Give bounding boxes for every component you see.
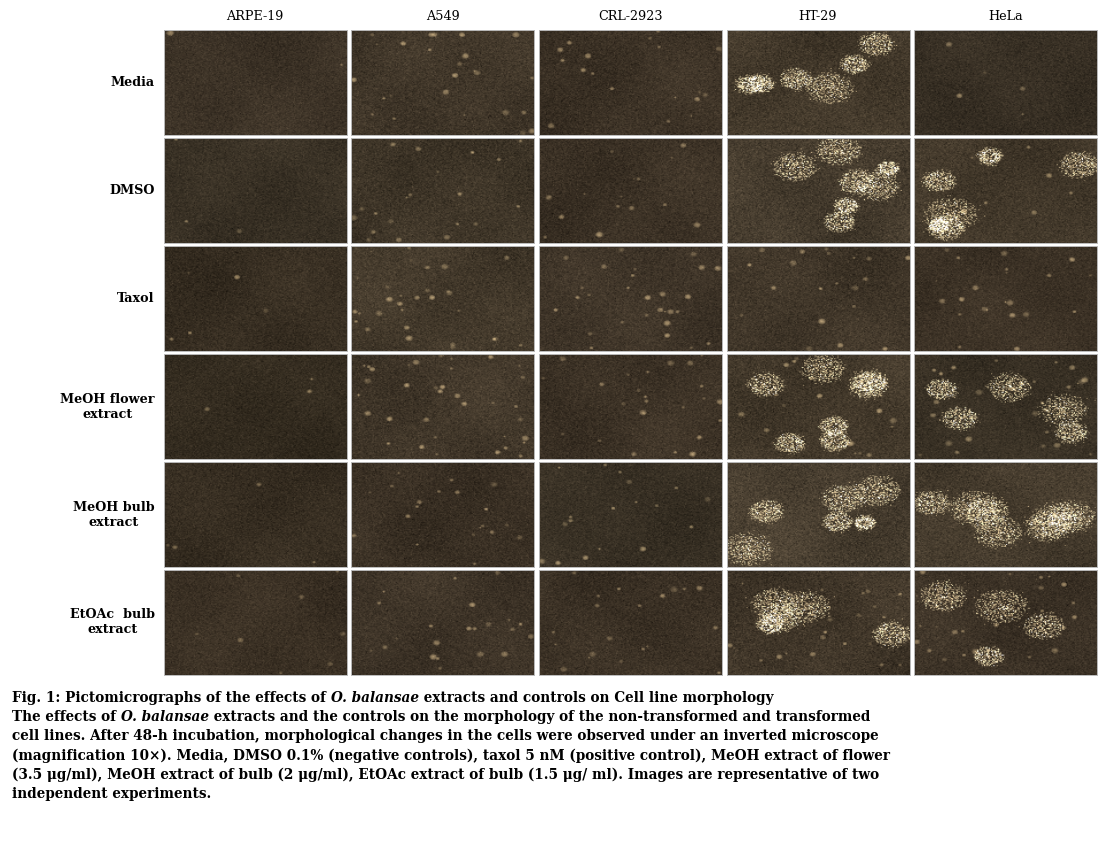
Text: MeOH flower
extract: MeOH flower extract [61, 392, 155, 421]
Text: HT-29: HT-29 [799, 10, 837, 23]
Text: (3.5 μg/ml), MeOH extract of bulb (2 μg/ml), EtOAc extract of bulb (1.5 μg/ ml).: (3.5 μg/ml), MeOH extract of bulb (2 μg/… [12, 768, 879, 783]
Text: The effects of: The effects of [12, 710, 121, 724]
Text: DMSO: DMSO [109, 184, 155, 197]
Text: extracts and controls on Cell line morphology: extracts and controls on Cell line morph… [419, 691, 773, 704]
Text: Fig. 1: Pictomicrographs of the effects of: Fig. 1: Pictomicrographs of the effects … [12, 691, 331, 704]
Text: HeLa: HeLa [989, 10, 1023, 23]
Text: Taxol: Taxol [117, 292, 155, 305]
Text: EtOAc  bulb
extract: EtOAc bulb extract [70, 608, 155, 636]
Text: ARPE-19: ARPE-19 [227, 10, 284, 23]
Text: extracts and the controls on the morphology of the non-transformed and transform: extracts and the controls on the morphol… [209, 710, 870, 724]
Text: Media: Media [111, 77, 155, 89]
Text: independent experiments.: independent experiments. [12, 787, 211, 802]
Text: CRL-2923: CRL-2923 [598, 10, 662, 23]
Text: (magnification 10×). Media, DMSO 0.1% (negative controls), taxol 5 nM (positive : (magnification 10×). Media, DMSO 0.1% (n… [12, 748, 890, 763]
Text: O. balansae: O. balansae [331, 691, 419, 704]
Text: O. balansae: O. balansae [121, 710, 209, 724]
Text: A549: A549 [426, 10, 460, 23]
Text: MeOH bulb
extract: MeOH bulb extract [73, 501, 155, 529]
Text: cell lines. After 48-h incubation, morphological changes in the cells were obser: cell lines. After 48-h incubation, morph… [12, 729, 878, 743]
